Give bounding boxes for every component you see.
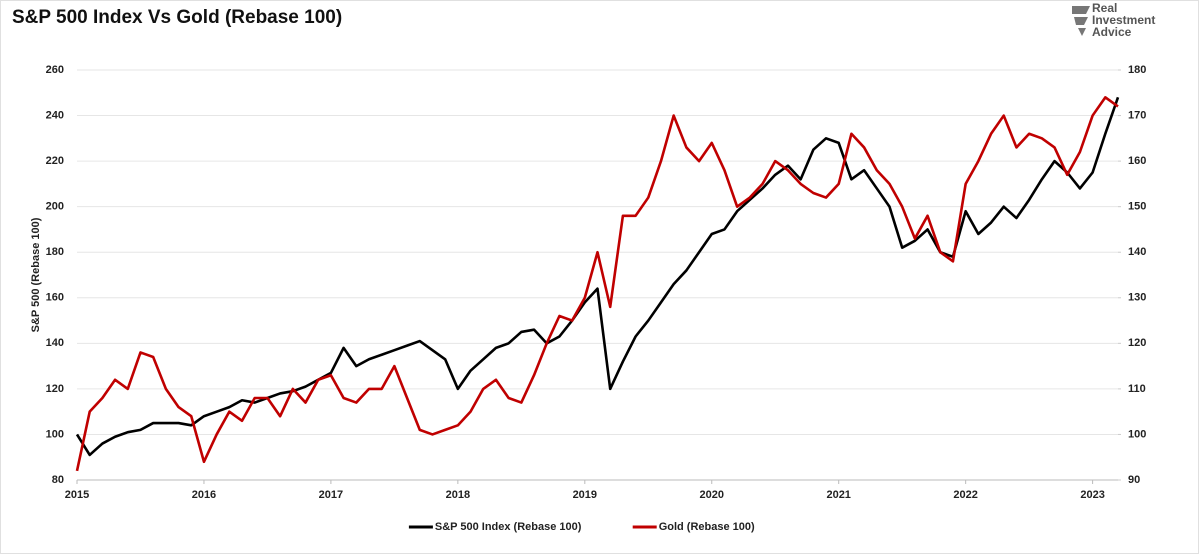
y2-tick-label: 140 (1128, 246, 1146, 258)
x-tick-label: 2015 (65, 489, 89, 501)
y2-tick-label: 130 (1128, 292, 1146, 304)
y-tick-label: 240 (46, 109, 64, 121)
legend-label: Gold (Rebase 100) (659, 521, 755, 533)
series-line (75, 96, 1119, 472)
y2-tick-label: 110 (1128, 383, 1146, 395)
y2-tick-label: 90 (1128, 474, 1140, 486)
legend: S&P 500 Index (Rebase 100) Gold (Rebase 1… (408, 521, 755, 533)
x-tick-label: 2016 (192, 489, 216, 501)
logo-text: Advice (1092, 25, 1132, 39)
y-tick-label: 140 (46, 337, 64, 349)
x-tick-label: 2020 (700, 489, 724, 501)
y-tick-label: 160 (46, 292, 64, 304)
y-tick-label: 80 (52, 474, 64, 486)
x-tick-label: 2018 (446, 489, 470, 501)
y-tick-label: 180 (46, 246, 64, 258)
x-tick-label: 2023 (1080, 489, 1104, 501)
chart-title: S&P 500 Index Vs Gold (Rebase 100) (12, 7, 342, 28)
legend-label: S&P 500 Index (Rebase 100) (435, 521, 582, 533)
y-tick-label: 220 (46, 155, 64, 167)
y-tick-label: 200 (46, 201, 64, 213)
y2-tick-label: 160 (1128, 155, 1146, 167)
x-tick-label: 2019 (573, 489, 597, 501)
y-tick-label: 120 (46, 383, 64, 395)
x-tick-label: 2021 (826, 489, 850, 501)
y2-tick-label: 170 (1128, 109, 1146, 121)
x-tick-label: 2022 (953, 489, 977, 501)
y-tick-label: 260 (46, 64, 64, 76)
logo-icon (1072, 6, 1090, 36)
logo-text: Real (1092, 1, 1117, 15)
y-tick-label: 100 (46, 428, 64, 440)
x-tick-label: 2017 (319, 489, 343, 501)
y2-tick-label: 120 (1128, 337, 1146, 349)
logo-text: Investment (1092, 13, 1155, 27)
y2-tick-label: 180 (1128, 64, 1146, 76)
y2-tick-label: 150 (1128, 201, 1146, 213)
y-axis-label: S&P 500 (Rebase 100) (30, 217, 42, 332)
logo: Real Investment Advice (1072, 1, 1155, 39)
y2-tick-label: 100 (1128, 428, 1146, 440)
